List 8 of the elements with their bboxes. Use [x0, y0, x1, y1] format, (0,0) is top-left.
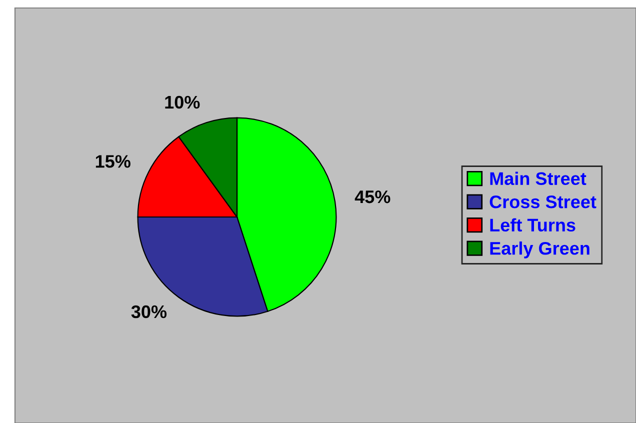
- data-label: 10%: [165, 96, 200, 109]
- legend-label: Cross Street: [490, 195, 596, 208]
- legend-label: Left Turns: [490, 218, 576, 232]
- data-label: 45%: [354, 190, 390, 204]
- data-label: 15%: [96, 155, 130, 168]
- legend-label: Main Street: [490, 172, 586, 186]
- legend-label: Early Green: [490, 242, 590, 258]
- data-label: 30%: [131, 305, 167, 318]
